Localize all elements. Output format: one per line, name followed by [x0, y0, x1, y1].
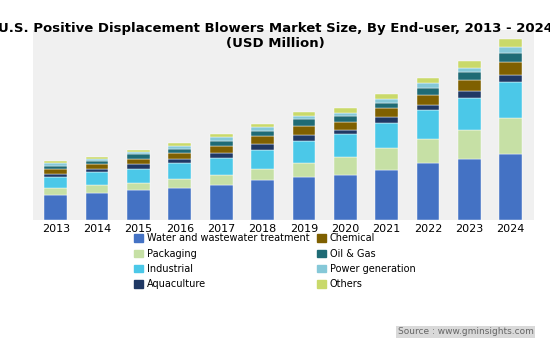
Bar	[293, 126, 315, 135]
Bar	[45, 169, 67, 173]
Bar	[45, 163, 67, 166]
Bar	[499, 75, 522, 82]
Bar	[334, 113, 356, 116]
Bar	[168, 163, 191, 179]
Text: Source : www.gminsights.com: Source : www.gminsights.com	[398, 327, 534, 336]
Bar	[334, 116, 356, 122]
Bar	[458, 129, 481, 159]
Bar	[168, 146, 191, 149]
Bar	[210, 146, 233, 153]
Bar	[334, 122, 356, 129]
Bar	[251, 180, 274, 220]
Bar	[293, 116, 315, 119]
Bar	[210, 153, 233, 158]
Bar	[210, 175, 233, 185]
Bar	[45, 188, 67, 195]
Bar	[334, 156, 356, 175]
Bar	[45, 166, 67, 169]
Bar	[168, 143, 191, 146]
Bar	[127, 165, 150, 169]
Bar	[458, 98, 481, 129]
Bar	[334, 129, 356, 134]
Bar	[417, 95, 439, 105]
Bar	[127, 152, 150, 154]
Bar	[293, 112, 315, 116]
Bar	[127, 169, 150, 183]
Bar	[251, 144, 274, 150]
Bar	[499, 53, 522, 62]
Bar	[293, 119, 315, 126]
Bar	[86, 169, 108, 172]
Bar	[458, 80, 481, 91]
Bar	[417, 105, 439, 111]
Bar	[210, 141, 233, 146]
Bar	[251, 169, 274, 180]
Text: U.S. Positive Displacement Blowers Market Size, By End-user, 2013 - 2024
(USD Mi: U.S. Positive Displacement Blowers Marke…	[0, 22, 550, 50]
Bar	[210, 138, 233, 141]
Bar	[375, 102, 398, 108]
Bar	[293, 141, 315, 163]
Bar	[417, 111, 439, 139]
Bar	[499, 154, 522, 220]
Bar	[168, 188, 191, 220]
Bar	[127, 154, 150, 159]
Bar	[334, 134, 356, 156]
Bar	[86, 161, 108, 165]
Legend: Water and wastewater treatment, Packaging, Industrial, Aquaculture, Chemical, Oi: Water and wastewater treatment, Packagin…	[133, 231, 417, 291]
Bar	[375, 117, 398, 123]
Bar	[45, 195, 67, 220]
Bar	[86, 165, 108, 169]
Bar	[45, 177, 67, 188]
Bar	[251, 127, 274, 131]
Bar	[251, 150, 274, 169]
Bar	[168, 179, 191, 188]
Bar	[210, 185, 233, 220]
Bar	[458, 91, 481, 98]
Bar	[458, 61, 481, 68]
Bar	[168, 153, 191, 159]
Bar	[127, 159, 150, 165]
Bar	[375, 94, 398, 99]
Bar	[127, 190, 150, 220]
Bar	[293, 177, 315, 220]
Bar	[334, 175, 356, 220]
Bar	[210, 158, 233, 175]
Bar	[417, 83, 439, 88]
Bar	[458, 68, 481, 72]
Bar	[499, 40, 522, 47]
Bar	[168, 149, 191, 153]
Bar	[251, 131, 274, 136]
Bar	[417, 139, 439, 163]
Bar	[86, 159, 108, 161]
Bar	[375, 123, 398, 148]
Bar	[499, 82, 522, 118]
Bar	[293, 135, 315, 141]
Bar	[251, 124, 274, 127]
Bar	[251, 136, 274, 144]
Bar	[417, 78, 439, 83]
Bar	[86, 172, 108, 185]
Bar	[127, 150, 150, 152]
Bar	[127, 183, 150, 190]
Bar	[210, 134, 233, 138]
Bar	[86, 185, 108, 193]
Bar	[293, 163, 315, 177]
Bar	[86, 193, 108, 220]
Bar	[375, 170, 398, 220]
Bar	[499, 47, 522, 53]
Bar	[375, 148, 398, 170]
Bar	[417, 163, 439, 220]
Bar	[458, 72, 481, 80]
Bar	[334, 108, 356, 113]
Bar	[45, 161, 67, 163]
Bar	[375, 108, 398, 117]
Bar	[168, 159, 191, 163]
Bar	[499, 118, 522, 154]
Bar	[458, 159, 481, 220]
Bar	[499, 62, 522, 75]
Bar	[86, 156, 108, 159]
Bar	[417, 88, 439, 95]
Bar	[375, 99, 398, 102]
Bar	[45, 173, 67, 177]
